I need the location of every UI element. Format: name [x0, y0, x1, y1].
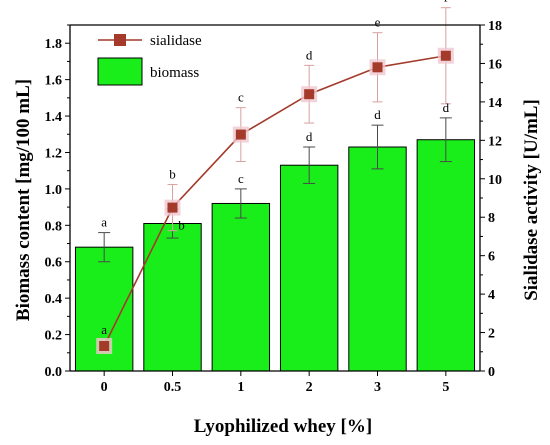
- y-left-tick-label: 1.4: [45, 110, 63, 125]
- y-right-tick-label: 18: [488, 19, 502, 34]
- biomass-bar-5: [416, 139, 476, 372]
- sialidase-sig-label-1: c: [238, 90, 244, 105]
- biomass-sig-label-0.5: b: [178, 217, 185, 232]
- sialidase-line-layer: [96, 7, 454, 355]
- sialidase-sig-label-2: d: [306, 47, 313, 62]
- y-axis-left-title: Biomass content [mg/100 mL]: [13, 79, 34, 321]
- biomass-error-bar-3: [371, 124, 384, 170]
- y-right-tick-label: 8: [488, 211, 495, 226]
- biomass-error-bar-0: [98, 232, 111, 263]
- biomass-bar-3: [348, 146, 407, 372]
- legend-label-sialidase: sialidase: [150, 33, 202, 49]
- biomass-bar-2: [279, 164, 339, 372]
- sialidase-point-5: [437, 47, 454, 64]
- legend-item-biomass: biomass: [97, 57, 199, 86]
- legend: sialidase biomass: [97, 33, 202, 86]
- biomass-bar-0.5: [143, 222, 202, 372]
- sialidase-line: [103, 54, 446, 347]
- y-left-tick-label: 1.2: [45, 146, 63, 161]
- y-right-tick-label: 0: [488, 365, 495, 380]
- axes: 0.00.20.40.60.81.01.21.41.61.80246810121…: [45, 19, 503, 395]
- y-left-tick-label: 0.8: [45, 219, 63, 234]
- y-left-tick-label: 0.0: [45, 365, 63, 380]
- biomass-sig-label-0: a: [101, 215, 107, 230]
- sialidase-point-0: [96, 338, 113, 355]
- biomass-sig-label-2: d: [306, 129, 313, 144]
- x-tick-label: 5: [442, 380, 449, 395]
- biomass-error-bar-1: [234, 188, 247, 219]
- biomass-sig-label-3: d: [374, 107, 381, 122]
- biomass-bar-1: [211, 202, 271, 372]
- x-tick-label: 0: [101, 380, 108, 395]
- y-right-tick-label: 10: [488, 173, 502, 188]
- y-right-tick-label: 12: [488, 134, 502, 149]
- y-axis-right-title: Sialidase activity [U/mL]: [521, 99, 542, 301]
- y-right-tick-label: 4: [488, 288, 495, 303]
- biomass-sig-label-5: d: [443, 100, 450, 115]
- x-tick-label: 1: [237, 380, 244, 395]
- sialidase-sig-label-5: f: [444, 0, 449, 5]
- y-right-tick-label: 16: [488, 57, 502, 72]
- y-left-tick-label: 0.6: [45, 256, 63, 271]
- y-right-tick-label: 2: [488, 327, 495, 342]
- y-left-tick-label: 0.4: [45, 292, 63, 307]
- legend-label-biomass: biomass: [150, 65, 199, 81]
- biomass-bars: [74, 139, 476, 372]
- x-tick-label: 3: [374, 380, 381, 395]
- y-right-tick-label: 14: [488, 96, 502, 111]
- biomass-error-bars: [98, 117, 452, 263]
- y-right-tick-label: 6: [488, 250, 495, 265]
- sialidase-sig-label-0: a: [101, 322, 107, 337]
- sialidase-point-0.5: [164, 199, 181, 216]
- x-axis-title: Lyophilized whey [%]: [194, 416, 372, 437]
- biomass-sig-label-1: c: [238, 171, 244, 186]
- y-left-tick-label: 1.8: [45, 37, 63, 52]
- sialidase-point-3: [369, 59, 386, 76]
- sialidase-sig-label-0.5: b: [169, 167, 176, 182]
- sialidase-point-2: [301, 86, 318, 103]
- y-left-tick-label: 1.6: [45, 74, 63, 89]
- y-left-tick-label: 0.2: [45, 329, 63, 344]
- sialidase-sig-label-3: e: [375, 15, 381, 30]
- x-tick-label: 2: [306, 380, 313, 395]
- significance-labels: a b c d d d a b c d e f: [101, 0, 449, 337]
- biomass-error-bar-5: [439, 117, 452, 163]
- sialidase-point-1: [232, 126, 249, 143]
- biomass-error-bar-2: [303, 146, 316, 184]
- x-tick-label: 0.5: [164, 380, 182, 395]
- legend-item-sialidase: sialidase: [98, 33, 202, 49]
- y-left-tick-label: 1.0: [45, 183, 63, 198]
